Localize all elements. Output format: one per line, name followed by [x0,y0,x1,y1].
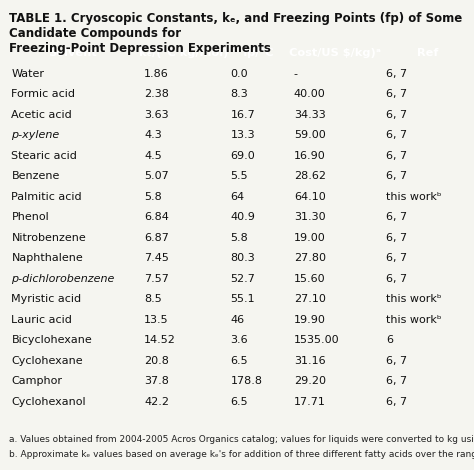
Text: 8.3: 8.3 [230,89,248,99]
Text: 178.8: 178.8 [230,376,263,386]
Text: Water: Water [11,69,45,78]
Text: b. Approximate kₑ values based on average kₑ's for addition of three different f: b. Approximate kₑ values based on averag… [9,450,474,459]
Text: Cyclohexanol: Cyclohexanol [11,397,86,407]
Text: 6, 7: 6, 7 [386,376,407,386]
Text: 15.60: 15.60 [294,274,325,284]
Text: Bicyclohexane: Bicyclohexane [11,335,92,345]
Text: this workᵇ: this workᵇ [386,192,442,202]
Text: 6, 7: 6, 7 [386,274,407,284]
Text: 5.5: 5.5 [230,171,248,181]
Text: 6: 6 [386,335,393,345]
Text: 4.5: 4.5 [144,151,162,161]
Text: Formic acid: Formic acid [11,89,75,99]
Text: 40.00: 40.00 [294,89,326,99]
Text: 6.5: 6.5 [230,397,248,407]
Text: 13.3: 13.3 [230,130,255,140]
Text: 6, 7: 6, 7 [386,253,407,263]
Text: 7.57: 7.57 [144,274,169,284]
Text: 6, 7: 6, 7 [386,212,407,222]
Text: Solvent: Solvent [48,48,97,58]
Text: p-xylene: p-xylene [11,130,60,140]
Text: 29.20: 29.20 [294,376,326,386]
Text: 0.0: 0.0 [230,69,248,78]
Text: 1535.00: 1535.00 [294,335,339,345]
Text: 5.07: 5.07 [144,171,169,181]
Text: Ref: Ref [417,48,438,58]
Text: a. Values obtained from 2004-2005 Acros Organics catalog; values for liquids wer: a. Values obtained from 2004-2005 Acros … [9,435,474,444]
Text: 17.71: 17.71 [294,397,326,407]
Text: 64.10: 64.10 [294,192,326,202]
Text: 6, 7: 6, 7 [386,356,407,366]
Text: 6, 7: 6, 7 [386,130,407,140]
Text: 46: 46 [230,315,245,325]
Text: 6.5: 6.5 [230,356,248,366]
Text: 27.10: 27.10 [294,294,326,304]
Text: 20.8: 20.8 [144,356,169,366]
Text: 64: 64 [230,192,245,202]
Text: 27.80: 27.80 [294,253,326,263]
Text: 40.9: 40.9 [230,212,255,222]
Text: Camphor: Camphor [11,376,63,386]
Text: 6, 7: 6, 7 [386,69,407,78]
Text: 34.33: 34.33 [294,110,326,120]
Text: 13.5: 13.5 [144,315,169,325]
Text: 6, 7: 6, 7 [386,89,407,99]
Text: 37.8: 37.8 [144,376,169,386]
Text: 3.6: 3.6 [230,335,248,345]
Text: 6, 7: 6, 7 [386,397,407,407]
Text: 6, 7: 6, 7 [386,233,407,243]
Text: 6, 7: 6, 7 [386,151,407,161]
Text: 5.8: 5.8 [230,233,248,243]
Text: Benzene: Benzene [11,171,60,181]
Text: Acetic acid: Acetic acid [11,110,72,120]
Text: 6.87: 6.87 [144,233,169,243]
Text: 5.8: 5.8 [144,192,162,202]
Text: 80.3: 80.3 [230,253,255,263]
Text: kₑ/(°C kg/mol): kₑ/(°C kg/mol) [139,48,228,58]
Text: 31.16: 31.16 [294,356,325,366]
Text: 3.63: 3.63 [144,110,169,120]
Text: p-dichlorobenzene: p-dichlorobenzene [11,274,115,284]
Text: 4.3: 4.3 [144,130,162,140]
Text: Cyclohexane: Cyclohexane [11,356,83,366]
Text: fp/°C: fp/°C [243,48,274,58]
Text: Myristic acid: Myristic acid [11,294,82,304]
Text: 6.84: 6.84 [144,212,169,222]
Text: this workᵇ: this workᵇ [386,294,442,304]
Text: 28.62: 28.62 [294,171,326,181]
Text: 2.38: 2.38 [144,89,169,99]
Text: 69.0: 69.0 [230,151,255,161]
Text: 52.7: 52.7 [230,274,255,284]
Text: 6, 7: 6, 7 [386,171,407,181]
Text: 31.30: 31.30 [294,212,325,222]
Text: Naphthalene: Naphthalene [11,253,83,263]
Text: Palmitic acid: Palmitic acid [11,192,82,202]
Text: 14.52: 14.52 [144,335,176,345]
Text: Lauric acid: Lauric acid [11,315,73,325]
Text: Cost/US $/kg)ᵃ: Cost/US $/kg)ᵃ [289,48,382,58]
Text: 19.00: 19.00 [294,233,326,243]
Text: 16.7: 16.7 [230,110,255,120]
Text: Nitrobenzene: Nitrobenzene [11,233,86,243]
Text: 1.86: 1.86 [144,69,169,78]
Text: this workᵇ: this workᵇ [386,315,442,325]
Text: 55.1: 55.1 [230,294,255,304]
Text: 59.00: 59.00 [294,130,326,140]
Text: -: - [294,69,298,78]
Text: 19.90: 19.90 [294,315,326,325]
Text: 6, 7: 6, 7 [386,110,407,120]
Text: Stearic acid: Stearic acid [11,151,77,161]
Text: 42.2: 42.2 [144,397,169,407]
Text: Phenol: Phenol [11,212,49,222]
Text: 7.45: 7.45 [144,253,169,263]
Text: TABLE 1. Cryoscopic Constants, kₑ, and Freezing Points (fp) of Some Candidate Co: TABLE 1. Cryoscopic Constants, kₑ, and F… [9,12,463,55]
Text: 8.5: 8.5 [144,294,162,304]
Text: 16.90: 16.90 [294,151,326,161]
